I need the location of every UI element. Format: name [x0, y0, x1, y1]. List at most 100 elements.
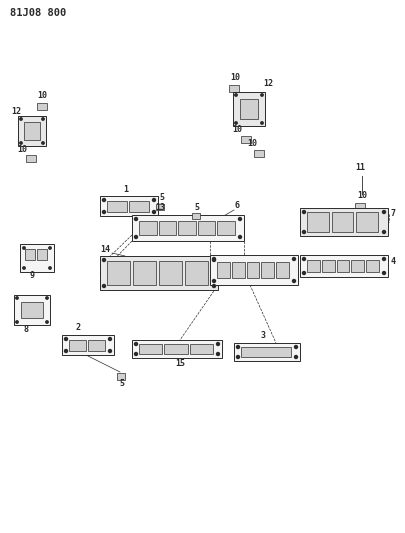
Circle shape: [294, 345, 297, 349]
Bar: [233, 343, 299, 361]
Circle shape: [134, 352, 137, 356]
Text: 7: 7: [390, 208, 394, 217]
Bar: [100, 196, 158, 216]
Circle shape: [382, 230, 385, 233]
Text: 4: 4: [390, 257, 394, 266]
Bar: [178, 221, 195, 235]
Circle shape: [49, 247, 51, 249]
Bar: [25, 249, 35, 260]
Circle shape: [102, 198, 105, 201]
Circle shape: [382, 257, 385, 261]
Bar: [192, 213, 200, 219]
Circle shape: [292, 279, 295, 282]
Circle shape: [292, 257, 295, 261]
Bar: [100, 256, 217, 290]
Circle shape: [64, 350, 67, 352]
Circle shape: [152, 211, 155, 214]
Bar: [133, 261, 156, 285]
Text: 10: 10: [17, 146, 27, 155]
Bar: [306, 260, 319, 272]
Circle shape: [236, 345, 239, 349]
Circle shape: [102, 285, 105, 287]
Text: 3: 3: [260, 332, 265, 341]
Text: 10: 10: [356, 191, 366, 200]
Text: 1: 1: [123, 184, 128, 193]
Bar: [24, 122, 40, 140]
Bar: [26, 155, 36, 162]
Bar: [18, 116, 46, 146]
Bar: [299, 208, 387, 236]
Bar: [354, 203, 364, 210]
Bar: [232, 92, 264, 126]
Text: 10: 10: [37, 92, 47, 101]
Circle shape: [20, 142, 22, 144]
Circle shape: [23, 247, 25, 249]
Text: 8: 8: [23, 326, 28, 335]
Bar: [139, 344, 162, 354]
Text: 12: 12: [262, 79, 272, 88]
Circle shape: [260, 94, 262, 96]
Text: 5: 5: [119, 378, 124, 387]
Bar: [107, 261, 130, 285]
Circle shape: [212, 257, 215, 261]
Bar: [37, 249, 47, 260]
Bar: [158, 221, 176, 235]
Circle shape: [42, 118, 44, 120]
Text: 5: 5: [194, 204, 199, 213]
Circle shape: [238, 217, 241, 221]
Bar: [365, 260, 378, 272]
Text: 11: 11: [354, 164, 364, 173]
Circle shape: [16, 297, 18, 299]
Circle shape: [216, 352, 219, 356]
Circle shape: [20, 118, 22, 120]
Bar: [216, 262, 229, 278]
Circle shape: [234, 122, 237, 124]
Text: 9: 9: [30, 271, 34, 280]
Bar: [254, 150, 263, 157]
Bar: [197, 221, 215, 235]
Bar: [351, 260, 363, 272]
Circle shape: [46, 321, 48, 323]
Circle shape: [108, 350, 111, 352]
Text: 10: 10: [231, 125, 241, 134]
Circle shape: [23, 267, 25, 269]
Text: 81J08 800: 81J08 800: [10, 8, 66, 18]
Bar: [331, 212, 352, 232]
Circle shape: [238, 236, 241, 238]
Circle shape: [294, 356, 297, 359]
Circle shape: [236, 356, 239, 359]
Bar: [189, 344, 213, 354]
Circle shape: [46, 297, 48, 299]
Text: 10: 10: [246, 139, 256, 148]
Circle shape: [102, 259, 105, 262]
Bar: [132, 215, 243, 241]
Text: 14: 14: [100, 246, 110, 254]
Bar: [209, 255, 297, 285]
Bar: [299, 255, 387, 277]
Bar: [321, 260, 334, 272]
Bar: [306, 212, 328, 232]
Circle shape: [212, 259, 215, 262]
Circle shape: [234, 94, 237, 96]
Circle shape: [42, 142, 44, 144]
Text: 13: 13: [155, 204, 164, 213]
Circle shape: [134, 343, 137, 345]
Circle shape: [64, 337, 67, 341]
Text: 12: 12: [11, 107, 21, 116]
Bar: [69, 340, 86, 351]
Bar: [62, 335, 114, 355]
Bar: [139, 221, 156, 235]
Circle shape: [260, 122, 262, 124]
Bar: [185, 261, 207, 285]
Text: 2: 2: [75, 324, 80, 333]
Circle shape: [382, 211, 385, 214]
Text: 15: 15: [175, 359, 185, 367]
Bar: [164, 344, 187, 354]
Text: 5: 5: [159, 193, 164, 203]
Bar: [107, 200, 127, 212]
Bar: [336, 260, 349, 272]
Bar: [241, 347, 290, 357]
Bar: [88, 340, 105, 351]
Bar: [132, 340, 222, 358]
Bar: [356, 212, 377, 232]
